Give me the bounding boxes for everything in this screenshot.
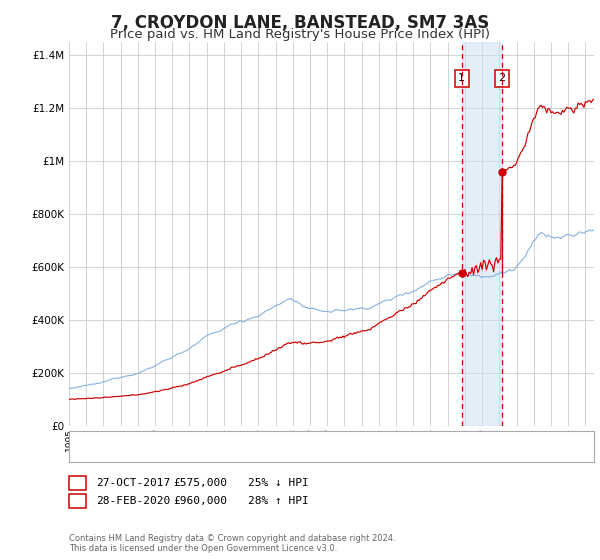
Text: 1: 1 xyxy=(458,73,466,83)
Text: £960,000: £960,000 xyxy=(173,496,227,506)
Text: 28% ↑ HPI: 28% ↑ HPI xyxy=(248,496,308,506)
Text: 2: 2 xyxy=(74,496,81,506)
Text: £575,000: £575,000 xyxy=(173,478,227,488)
Text: Contains HM Land Registry data © Crown copyright and database right 2024.: Contains HM Land Registry data © Crown c… xyxy=(69,534,395,543)
Text: Price paid vs. HM Land Registry's House Price Index (HPI): Price paid vs. HM Land Registry's House … xyxy=(110,28,490,41)
Text: 25% ↓ HPI: 25% ↓ HPI xyxy=(248,478,308,488)
Text: 1: 1 xyxy=(74,478,81,488)
Text: HPI: Average price, detached house, Reigate and Banstead: HPI: Average price, detached house, Reig… xyxy=(117,449,406,459)
Text: This data is licensed under the Open Government Licence v3.0.: This data is licensed under the Open Gov… xyxy=(69,544,337,553)
Text: 7, CROYDON LANE, BANSTEAD, SM7 3AS (detached house): 7, CROYDON LANE, BANSTEAD, SM7 3AS (deta… xyxy=(117,435,406,445)
Text: 28-FEB-2020: 28-FEB-2020 xyxy=(97,496,171,506)
Text: 2: 2 xyxy=(499,73,506,83)
Text: 7, CROYDON LANE, BANSTEAD, SM7 3AS: 7, CROYDON LANE, BANSTEAD, SM7 3AS xyxy=(111,14,489,32)
Bar xyxy=(462,42,502,426)
Text: 27-OCT-2017: 27-OCT-2017 xyxy=(97,478,171,488)
